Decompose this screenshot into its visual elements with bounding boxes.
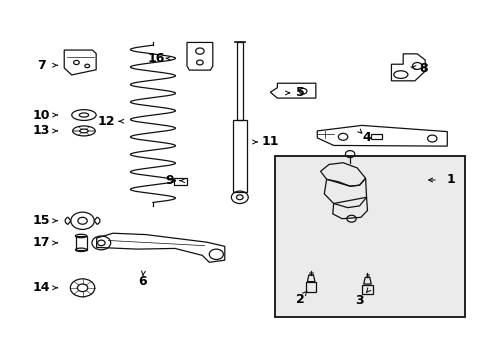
Text: 1: 1 (446, 174, 454, 186)
Bar (362, 285, 372, 294)
Text: 11: 11 (261, 135, 279, 148)
Text: 6: 6 (138, 275, 146, 288)
Text: 16: 16 (147, 52, 164, 65)
Text: 15: 15 (33, 214, 50, 227)
Text: 8: 8 (419, 62, 427, 75)
Bar (237, 42, 242, 120)
Text: 7: 7 (37, 59, 46, 72)
Bar (232, 120, 246, 192)
Bar (174, 177, 187, 185)
Text: 3: 3 (354, 294, 363, 307)
Text: 10: 10 (33, 108, 50, 122)
Bar (370, 134, 381, 139)
Text: 14: 14 (33, 281, 50, 294)
Text: 9: 9 (165, 174, 173, 187)
Bar (274, 156, 464, 316)
Bar (75, 236, 86, 250)
Text: 17: 17 (33, 237, 50, 249)
Text: 13: 13 (33, 125, 50, 138)
Text: 2: 2 (295, 293, 304, 306)
Text: 5: 5 (295, 86, 304, 99)
Text: 4: 4 (362, 131, 370, 144)
Bar (305, 282, 316, 292)
Text: 12: 12 (97, 115, 115, 128)
